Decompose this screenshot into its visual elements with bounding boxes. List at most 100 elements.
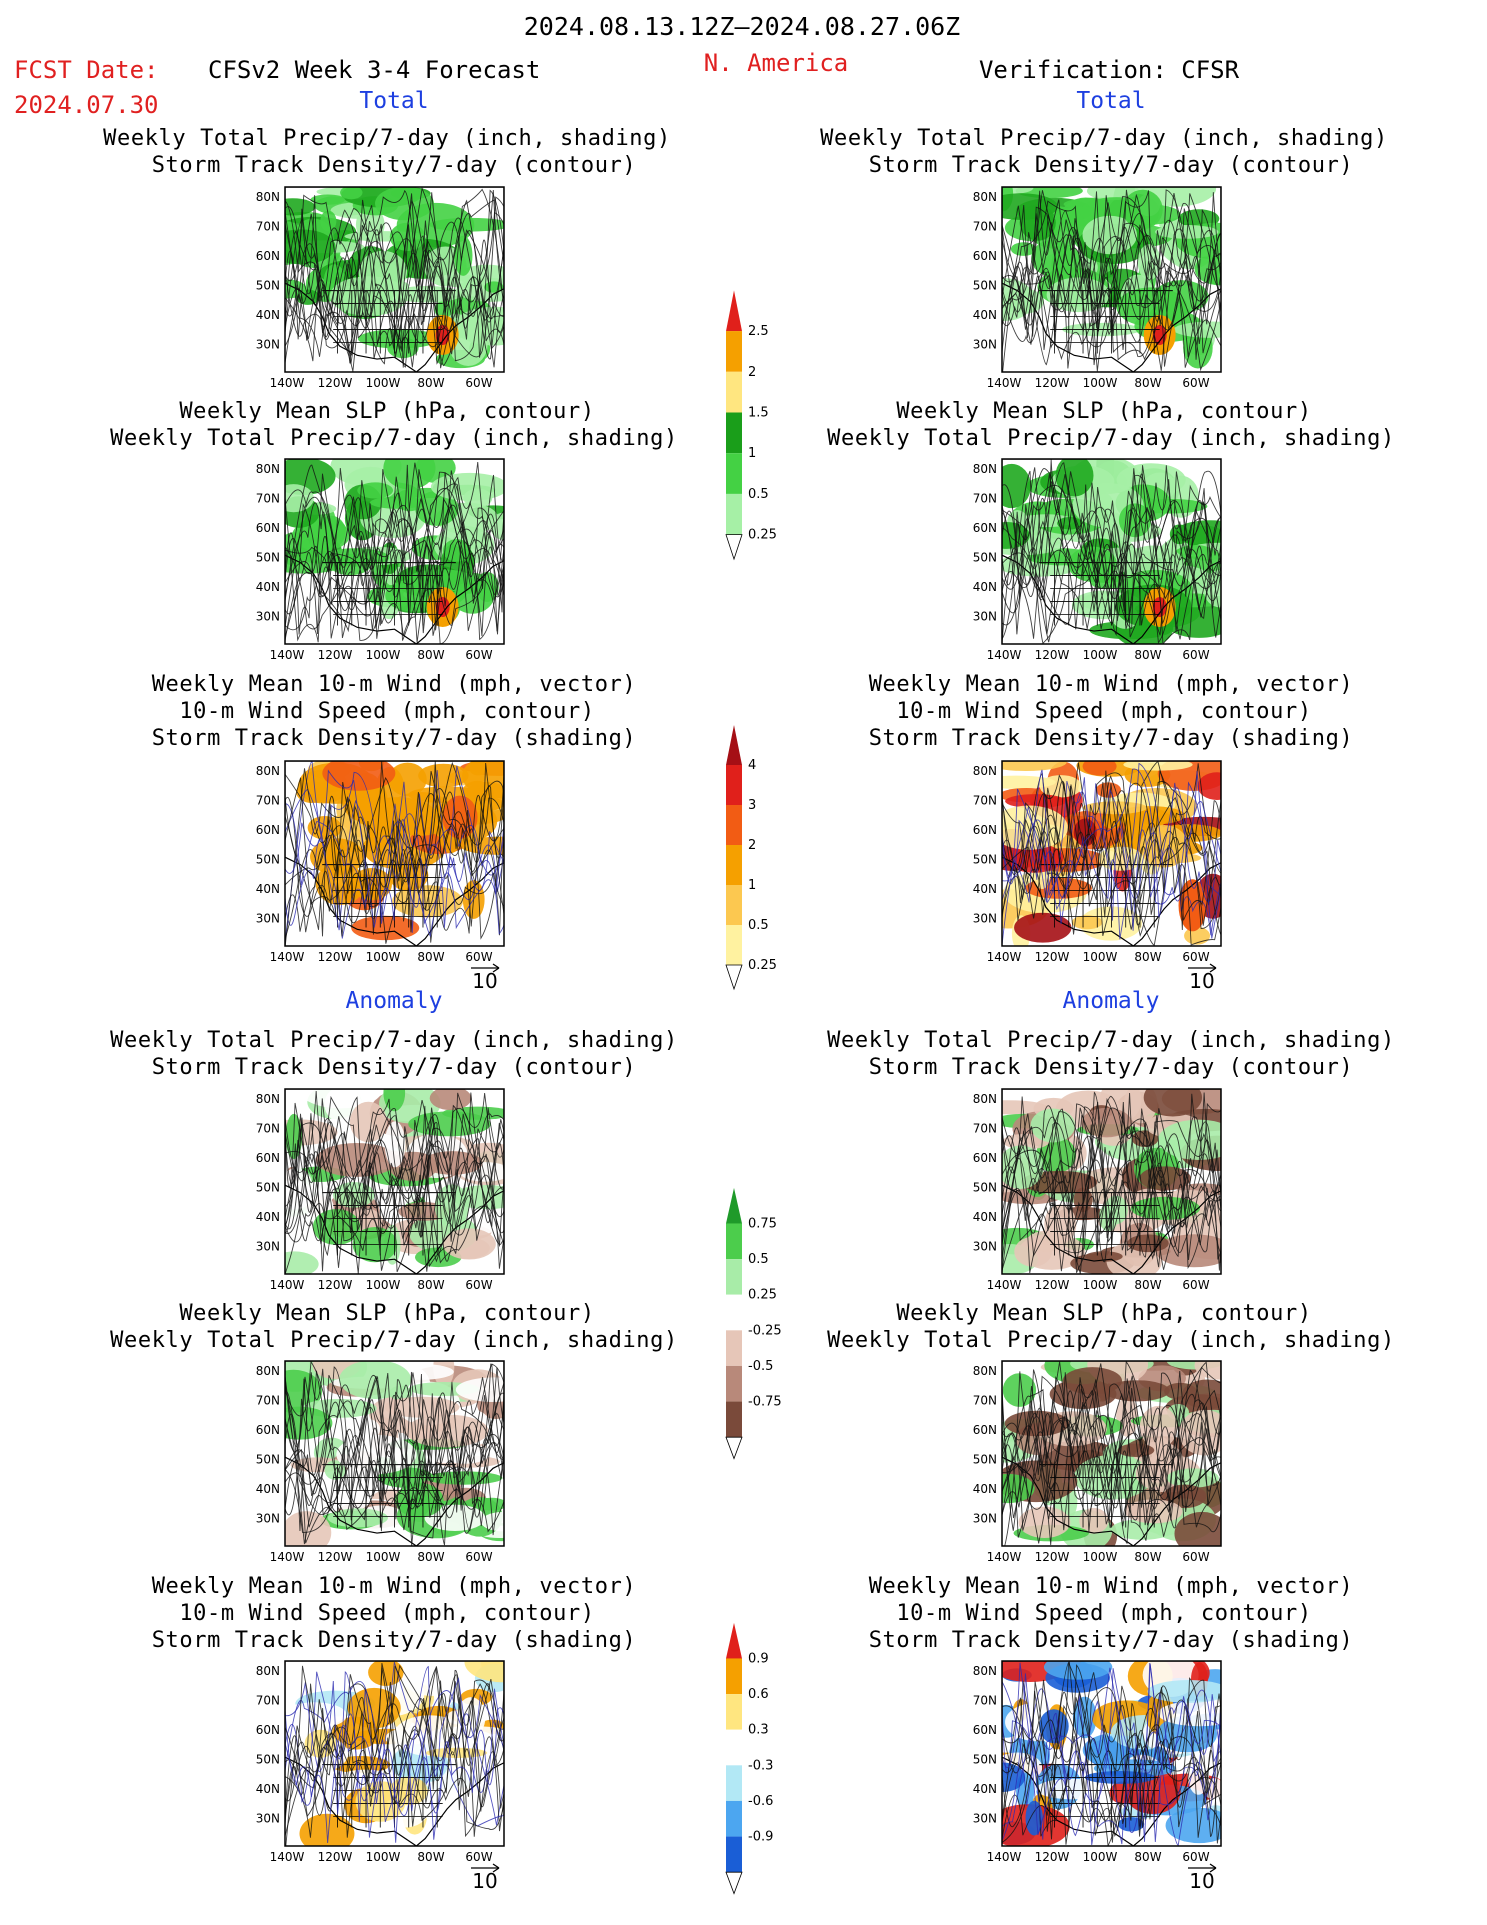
shaded-field [1104, 1380, 1170, 1402]
fcst-date-label: FCST Date: [14, 56, 159, 84]
lat-tick-label: 70N [256, 492, 280, 506]
contour-line [1002, 1095, 1221, 1272]
shaded-field [1182, 1379, 1221, 1410]
map-frame [284, 1088, 505, 1275]
colorbar-total-precip: 2.5 2 1.5 1 0.5 0.25 [725, 290, 777, 561]
contour-line [1002, 474, 1221, 640]
colorbar-swatch [726, 1836, 742, 1873]
contour-line [1002, 1092, 1221, 1271]
contour-line [285, 1373, 504, 1515]
contour-line [1002, 1101, 1221, 1274]
lat-tick-label: 70N [256, 220, 280, 234]
contour-line [1002, 1687, 1221, 1843]
map-panel: 80N 70N 60N 50N 40N 30N 140W 120W 100W 80W 60W [256, 1360, 505, 1564]
vector-reference-value: 10 [1189, 969, 1214, 993]
lon-tick-label: 80W [417, 376, 444, 390]
lon-tick-label: 120W [318, 950, 353, 964]
map-field [285, 1089, 504, 1274]
map-panel: 80N 70N 60N 50N 40N 30N 140W 120W 100W 80W 60W [256, 186, 505, 390]
coastline [1002, 1361, 1221, 1546]
lat-tick-label: 60N [973, 1151, 997, 1165]
shaded-field [464, 1661, 504, 1683]
colorbar-cap [725, 1436, 743, 1460]
contour-line [1002, 769, 1221, 937]
map-field [285, 1361, 504, 1546]
colorbar-label: 0.5 [748, 1252, 769, 1267]
colorbar-label: 3 [748, 798, 756, 813]
colorbar-label: 0.3 [748, 1723, 769, 1738]
colorbar-label: 0.9 [748, 1651, 769, 1666]
panel-title: 10-m Wind Speed (mph, contour) [179, 699, 595, 724]
colorbar-swatch [726, 765, 742, 805]
colorbar-swatch [726, 1729, 742, 1766]
contour-line [1002, 1369, 1221, 1521]
lat-tick-label: 60N [256, 521, 280, 535]
lat-tick-label: 40N [256, 1210, 280, 1224]
colorbar-cap [725, 534, 743, 561]
colorbar-swatch [726, 493, 742, 535]
contour-line [285, 498, 504, 630]
lon-tick-label: 60W [1182, 1550, 1209, 1564]
lon-tick-label: 140W [987, 1550, 1022, 1564]
colorbar-cap [726, 290, 742, 332]
lon-tick-label: 120W [318, 648, 353, 662]
colorbar-label: 2 [748, 838, 756, 853]
shaded-field [1082, 761, 1117, 776]
lon-tick-label: 100W [1083, 1850, 1118, 1864]
colorbar-swatch [726, 371, 742, 413]
panel-title: Weekly Total Precip/7-day (inch, shading… [103, 126, 671, 151]
vector-reference-value: 10 [1189, 1869, 1214, 1893]
contour-line [1002, 1122, 1221, 1274]
contour-line [285, 209, 504, 357]
lon-tick-label: 120W [1035, 1550, 1070, 1564]
lat-tick-label: 70N [973, 220, 997, 234]
section-anomaly-left: Anomaly [345, 988, 443, 1014]
map-frame [1001, 1660, 1222, 1847]
map-field [285, 187, 504, 372]
lon-tick-label: 140W [987, 1278, 1022, 1292]
shaded-field [1002, 761, 1067, 772]
colorbar-label: 1.5 [748, 406, 769, 421]
colorbar-label: 0.6 [748, 1687, 769, 1702]
panel-title: 10-m Wind Speed (mph, contour) [179, 1601, 595, 1626]
contour-line [285, 1666, 504, 1830]
panel-title: Weekly Total Precip/7-day (inch, shading… [110, 1028, 678, 1053]
shaded-field [469, 761, 487, 776]
contour-line [1002, 1102, 1221, 1261]
contour-line [285, 1665, 504, 1822]
contour-line [1002, 1672, 1221, 1845]
lon-tick-label: 100W [1083, 950, 1118, 964]
lat-tick-label: 50N [256, 853, 280, 867]
colorbar-label: -0.5 [748, 1359, 773, 1374]
contour-line [285, 1372, 504, 1528]
lat-tick-label: 80N [256, 1092, 280, 1106]
contour-line [285, 1665, 504, 1838]
lat-tick-label: 50N [256, 1453, 280, 1467]
map-field [1002, 761, 1221, 946]
lat-tick-label: 70N [256, 1122, 280, 1136]
contour-line [1002, 195, 1221, 361]
lon-tick-label: 120W [1035, 1278, 1070, 1292]
lat-tick-label: 80N [973, 462, 997, 476]
map-frame [1001, 1088, 1222, 1275]
lat-tick-label: 70N [256, 1394, 280, 1408]
panel-title: Weekly Mean SLP (hPa, contour) [896, 399, 1312, 424]
contour-line [285, 1095, 504, 1273]
panel-title: Weekly Total Precip/7-day (inch, shading… [820, 126, 1388, 151]
colorbar-swatch [726, 453, 742, 494]
map-field [285, 459, 504, 644]
contour-line [1002, 782, 1221, 946]
colorbar-swatch [726, 1765, 742, 1801]
lon-tick-label: 100W [366, 950, 401, 964]
colorbar-cap [726, 1622, 742, 1659]
shaded-field [375, 187, 434, 221]
contour-line [1002, 189, 1221, 350]
map-panel: 80N 70N 60N 50N 40N 30N 140W 120W 100W 80W 60W [973, 1360, 1222, 1564]
shaded-field [306, 540, 332, 556]
lat-tick-label: 60N [256, 1723, 280, 1737]
lat-tick-label: 80N [256, 462, 280, 476]
contour-line [285, 188, 504, 356]
panel-title: Storm Track Density/7-day (contour) [868, 1055, 1354, 1080]
lon-tick-label: 140W [270, 950, 305, 964]
